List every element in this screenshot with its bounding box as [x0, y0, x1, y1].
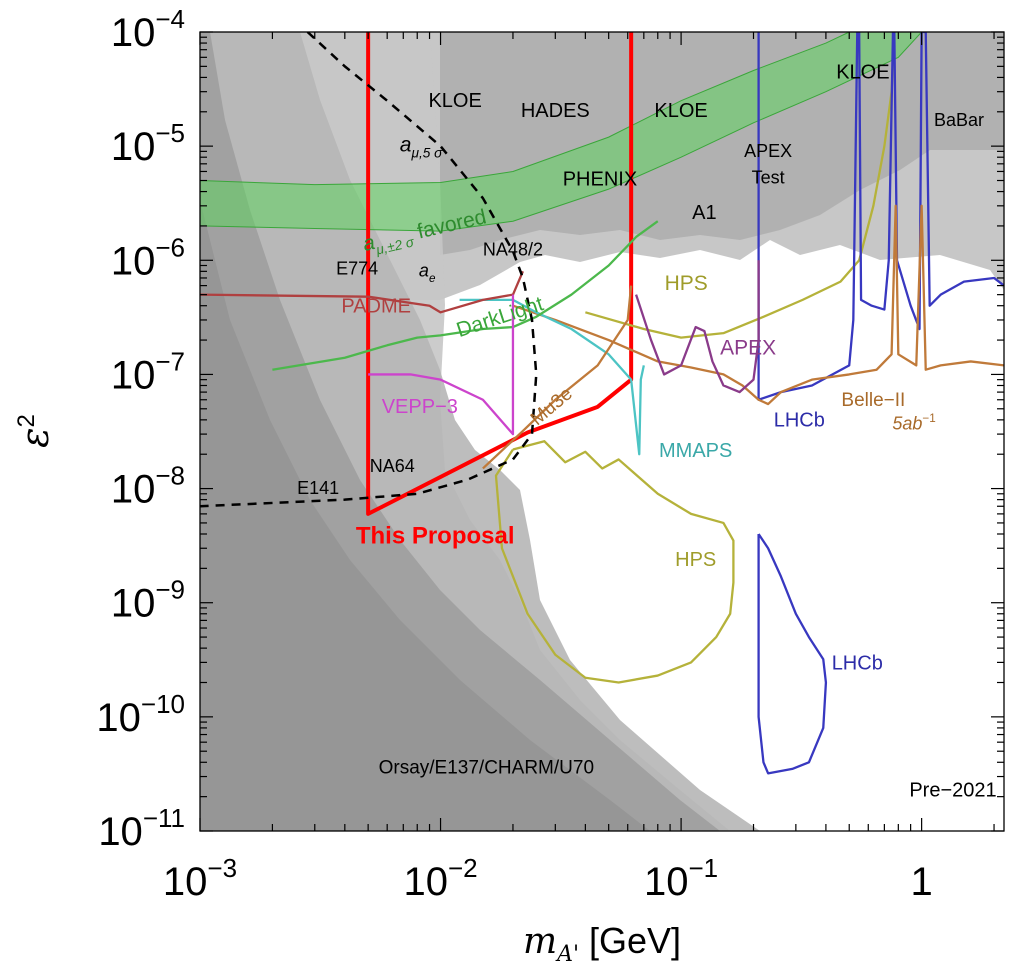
y-tick-label: 10−6 — [111, 232, 185, 283]
series-apex-line — [634, 260, 760, 394]
series-a-5-line — [200, 32, 538, 508]
x-axis-title: mA' [GeV] — [523, 920, 681, 965]
annotation-lhcb: LHCb — [832, 652, 883, 674]
plot-frame — [199, 31, 1005, 832]
x-tick-label: 10−1 — [644, 853, 718, 904]
annotation-kloe: KLOE — [836, 62, 889, 84]
annotation-orsay-e137-charm-u70: Orsay/E137/CHARM/U70 — [379, 757, 594, 778]
annotation-lhcb: LHCb — [774, 409, 825, 431]
annotation-apex: APEX — [744, 141, 792, 161]
annotation-kloe: KLOE — [428, 90, 481, 112]
annotation-babar: BaBar — [934, 110, 984, 130]
annotation-belle-ii: Belle−II — [841, 390, 905, 411]
excluded-region-kloe-hades — [440, 32, 1004, 255]
series-hps-line — [494, 440, 735, 684]
excluded-region-beam-dump-core — [200, 200, 650, 831]
annotation-na64: NA64 — [370, 456, 415, 476]
series-lhcb-line — [757, 533, 828, 775]
annotation-e774: E774 — [336, 259, 378, 279]
annotation-amu5: aμ,5 σ — [400, 133, 443, 160]
series-darklight-line — [272, 220, 659, 371]
y-tick-label: 10−4 — [111, 4, 185, 55]
y-tick-label: 10−5 — [111, 118, 185, 169]
series-hps-line — [585, 32, 896, 339]
y-axis-title: ε2 — [13, 414, 57, 448]
annotation-hps: HPS — [675, 549, 716, 571]
annotation-e141: E141 — [297, 478, 339, 498]
y-tick-label: 10−9 — [111, 575, 185, 626]
x-tick-label: 10−3 — [163, 853, 237, 904]
x-tick-label: 1 — [911, 860, 933, 904]
series-belle-ii-line — [512, 204, 1004, 406]
annotation-phenix: PHENIX — [563, 169, 637, 191]
annotation-ae: ae — [419, 261, 436, 285]
y-tick-label: 10−10 — [96, 689, 185, 740]
annotation-kloe: KLOE — [654, 100, 707, 122]
series-lhcb-line — [757, 32, 1004, 401]
annotation-na48-2: NA48/2 — [483, 240, 543, 260]
annotation-a1: A1 — [692, 202, 716, 224]
series-vepp-3-line — [368, 294, 515, 436]
band-a-2-favored — [200, 32, 923, 232]
annotation-this-proposal: This Proposal — [356, 523, 515, 550]
series-mmaps-line — [459, 298, 645, 456]
annotation-vepp-3: VEPP−3 — [382, 396, 458, 418]
y-tick-label: 10−7 — [111, 346, 185, 397]
annotation-apex: APEX — [720, 336, 776, 359]
annotation-padme: PADME — [341, 295, 411, 317]
annotation-mmaps: MMAPS — [659, 440, 732, 462]
annotation-hps: HPS — [665, 272, 708, 295]
y-tick-label: 10−11 — [98, 803, 185, 854]
annotation-hades: HADES — [521, 100, 590, 122]
series-mu3e-line — [482, 285, 633, 470]
annotation-pre-2021: Pre−2021 — [909, 780, 996, 802]
x-tick-label: 10−2 — [403, 853, 477, 904]
y-tick-label: 10−8 — [111, 461, 185, 512]
series-this-proposal-line — [366, 32, 634, 516]
annotation-test: Test — [752, 168, 785, 188]
annotation-belle_lumi: 5ab−1 — [892, 412, 935, 433]
